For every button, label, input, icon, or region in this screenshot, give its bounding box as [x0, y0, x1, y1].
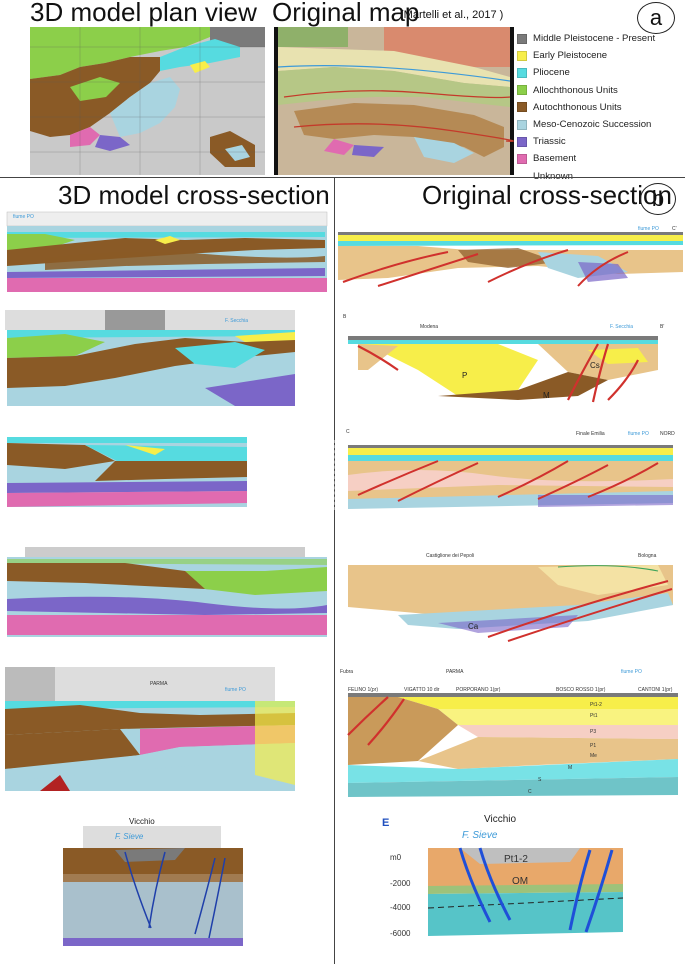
original6-place: Vicchio [484, 814, 516, 825]
model-section-4 [5, 545, 330, 650]
legend-label: Allochthonous Units [533, 84, 618, 96]
model2-river-label: F. Secchia [225, 318, 248, 324]
original2-unit-cs: Cs [590, 361, 600, 370]
legend-swatch [517, 50, 527, 61]
original-section-title: Original cross-section [422, 180, 672, 210]
original5-unit-pt1: Pt1 [590, 713, 598, 719]
original6-unit-om: OM [512, 876, 528, 887]
original3-river: fiume PO [628, 431, 649, 437]
model5-city: PARMA [150, 681, 168, 687]
model-section-1: fiume PO [5, 210, 330, 300]
model6-place: Vicchio [129, 818, 155, 826]
vertical-divider [334, 177, 335, 964]
horizontal-divider [0, 177, 685, 178]
original5-river: fiume PO [621, 669, 642, 675]
plan-view-map [10, 27, 265, 175]
original5-well-4: BOSCO ROSSO 1(pr) [556, 687, 606, 693]
legend-item: Unknown [517, 168, 685, 185]
original2-marker: B' [660, 324, 664, 330]
original5-well-2: VIGATTO 10 dir [404, 687, 440, 693]
original-section-5: Fubra PARMA fiume PO FELINO 1(pr) VIGATT… [338, 665, 683, 800]
legend-item: Pliocene [517, 64, 685, 81]
panel-a-label: a [637, 2, 675, 34]
original5-well-3: PORPORANO 1(pr) [456, 687, 501, 693]
original4-unit: Ca [468, 622, 479, 631]
original6-river: F. Sieve [462, 830, 498, 841]
depth-tick-2: -4000 [390, 903, 411, 912]
legend-label: Basement [533, 153, 577, 165]
original2-letter: B [343, 314, 347, 320]
legend-label: Autochthonous Units [533, 101, 622, 113]
original2-river: F. Secchia [610, 324, 633, 330]
plan-view-title: 3D model plan view [30, 0, 257, 27]
legend-swatch [517, 102, 527, 113]
legend-label: Early Pleistocene [533, 50, 608, 62]
dashed-divider [334, 440, 335, 510]
original5-unit-p3: P3 [590, 729, 596, 735]
original1-river-label: fiume PO [638, 226, 659, 232]
legend-label: Middle Pleistocene - Present [533, 33, 656, 45]
legend-swatch [517, 153, 527, 164]
legend-item: Allochthonous Units [517, 82, 685, 99]
model-section-5: PARMA fiume PO [0, 665, 330, 800]
original-map-title: Original map [272, 0, 420, 27]
legend-label: Triassic [533, 136, 566, 148]
model-section-3 [5, 425, 330, 525]
model5-river: fiume PO [225, 687, 246, 693]
legend-item: Basement [517, 150, 685, 167]
legend-item: Autochthonous Units [517, 99, 685, 116]
model-section-6: Vicchio F. Sieve [55, 818, 280, 948]
original5-unit-me: Me [590, 753, 597, 759]
original-section-3: C Finale Emilia fiume PO NORD [338, 425, 683, 525]
original2-unit-m: M [543, 391, 550, 400]
legend-label: Pliocene [533, 67, 570, 79]
depth-tick-1: -2000 [390, 879, 411, 888]
original3-town: Finale Emilia [576, 431, 605, 437]
original2-unit-p: P [462, 371, 467, 380]
legend-item: Triassic [517, 133, 685, 150]
original5-well-5: CANTONI 1(pr) [638, 687, 673, 693]
original4-left-place: Castiglione dei Pepoli [426, 553, 474, 559]
legend-swatch [517, 85, 527, 96]
depth-tick-0: m0 [390, 853, 402, 862]
depth-tick-3: -6000 [390, 929, 411, 938]
original5-well-1: FELINO 1(pr) [348, 687, 378, 693]
legend-item: Early Pleistocene [517, 47, 685, 64]
original3-letter: C [346, 429, 350, 435]
original5-unit-pt12: Pt1-2 [590, 702, 602, 708]
original3-marker: NORD [660, 431, 675, 437]
original6-letter: E [382, 817, 389, 829]
original5-unit-p1: P1 [590, 743, 596, 749]
legend-swatch [517, 136, 527, 147]
panel-b-label: b [640, 183, 676, 215]
original2-city: Modena [420, 324, 438, 330]
legend-swatch [517, 67, 527, 78]
legend-swatch [517, 33, 527, 44]
legend-item: Meso-Cenozoic Succession [517, 116, 685, 133]
legend-swatch [517, 119, 527, 130]
original-map [274, 27, 514, 175]
original-section-6: E Vicchio F. Sieve m0 -2000 -4000 -6000 … [380, 812, 660, 957]
model1-river-label: fiume PO [13, 214, 34, 220]
legend-item: Middle Pleistocene - Present [517, 30, 685, 47]
model-section-2: F. Secchia [5, 308, 330, 413]
map-legend: Middle Pleistocene - Present Early Pleist… [517, 30, 685, 185]
original-section-2: B Modena F. Secchia B' P Cs M [338, 310, 683, 420]
original-section-4: Castiglione dei Pepoli Bologna Ca [338, 545, 683, 650]
original4-right-place: Bologna [638, 553, 657, 559]
original5-unit-m: M [568, 765, 572, 771]
original1-marker: C' [672, 226, 677, 232]
original5-unit-c: C [528, 789, 532, 795]
original-map-citation: (Martelli et al., 2017 ) [400, 9, 504, 21]
original5-left-place: Fubra [340, 669, 353, 675]
original6-unit-pt12: Pt1-2 [504, 854, 528, 865]
model6-river: F. Sieve [115, 832, 144, 841]
legend-label: Meso-Cenozoic Succession [533, 119, 652, 131]
original5-unit-s: S [538, 777, 542, 783]
original-section-1: fiume PO C' [338, 222, 683, 302]
legend-label: Unknown [533, 171, 573, 182]
model-section-title: 3D model cross-section [58, 180, 330, 210]
original5-city: PARMA [446, 669, 464, 675]
